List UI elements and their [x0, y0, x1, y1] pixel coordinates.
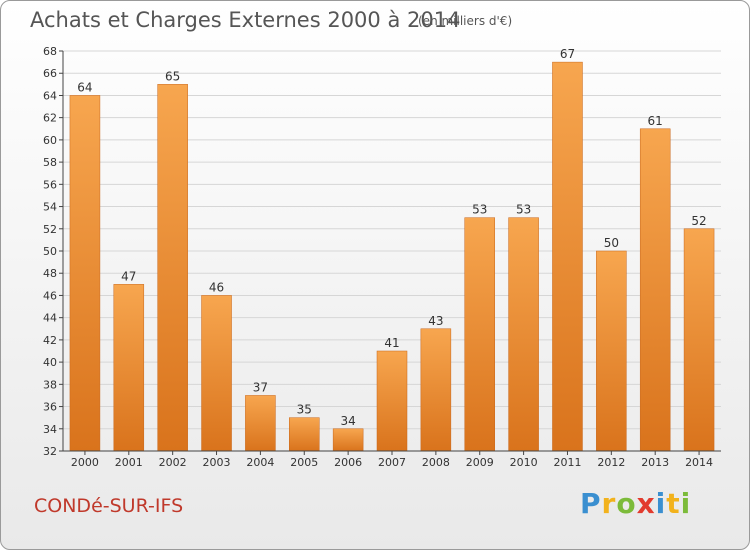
bar-value-label: 61 — [648, 114, 663, 128]
y-tick-label: 64 — [43, 89, 57, 102]
bar-value-label: 34 — [340, 414, 355, 428]
y-tick-label: 48 — [43, 267, 57, 280]
proxiti-logo[interactable]: Proxiti — [580, 487, 691, 520]
x-tick-label: 2000 — [71, 456, 99, 469]
bar-value-label: 47 — [121, 269, 136, 283]
bar-value-label: 50 — [604, 236, 619, 250]
bar — [245, 395, 276, 452]
logo-letter: P — [580, 487, 602, 520]
y-tick-label: 34 — [43, 423, 57, 436]
logo-letter: o — [616, 487, 637, 520]
bar-value-label: 43 — [428, 314, 443, 328]
bar-value-label: 52 — [691, 214, 706, 228]
bar — [508, 217, 539, 452]
y-tick-label: 40 — [43, 356, 57, 369]
bar — [69, 95, 101, 452]
bar — [157, 84, 188, 452]
y-tick-label: 38 — [43, 378, 57, 391]
bar-value-label: 67 — [560, 47, 575, 61]
y-tick-label: 56 — [43, 178, 57, 191]
y-tick-label: 58 — [43, 156, 57, 169]
bar — [376, 350, 408, 452]
bar-value-label: 64 — [77, 80, 92, 94]
bar-value-label: 65 — [165, 69, 180, 83]
logo-letter: r — [601, 487, 617, 520]
x-tick-label: 2003 — [203, 456, 231, 469]
bar — [332, 428, 364, 452]
y-tick-label: 42 — [43, 334, 57, 347]
y-tick-label: 32 — [43, 445, 57, 458]
y-tick-label: 52 — [43, 223, 57, 236]
x-tick-label: 2004 — [246, 456, 274, 469]
x-tick-label: 2006 — [334, 456, 362, 469]
y-tick-label: 46 — [43, 289, 57, 302]
x-tick-label: 2010 — [510, 456, 538, 469]
bar — [639, 128, 671, 452]
x-tick-label: 2001 — [115, 456, 143, 469]
x-tick-label: 2005 — [290, 456, 318, 469]
bar-value-label: 35 — [297, 403, 312, 417]
bar — [289, 417, 320, 452]
y-tick-label: 50 — [43, 245, 57, 258]
chart-title: Achats et Charges Externes 2000 à 2014 — [30, 8, 461, 32]
y-tick-label: 60 — [43, 134, 57, 147]
y-tick-label: 66 — [43, 67, 57, 80]
bar — [683, 228, 715, 452]
bar — [464, 217, 495, 452]
x-tick-label: 2007 — [378, 456, 406, 469]
y-tick-label: 36 — [43, 401, 57, 414]
x-tick-label: 2014 — [685, 456, 713, 469]
y-tick-label: 68 — [43, 45, 57, 58]
bar — [596, 250, 627, 452]
bar-value-label: 37 — [253, 380, 268, 394]
bar — [201, 295, 232, 452]
y-tick-label: 54 — [43, 201, 57, 214]
bar-value-label: 53 — [472, 203, 487, 217]
x-tick-label: 2013 — [641, 456, 669, 469]
x-tick-label: 2009 — [466, 456, 494, 469]
logo-letter: x — [636, 487, 656, 520]
y-tick-label: 62 — [43, 112, 57, 125]
x-tick-label: 2002 — [159, 456, 187, 469]
logo-letter: i — [680, 487, 692, 520]
bar — [113, 284, 145, 452]
bar-value-label: 41 — [384, 336, 399, 350]
logo-letter: i — [655, 487, 667, 520]
x-tick-label: 2011 — [553, 456, 581, 469]
bar-value-label: 46 — [209, 280, 224, 294]
y-tick-label: 44 — [43, 312, 57, 325]
commune-name: CONDé-SUR-IFS — [34, 495, 184, 517]
logo-letter: t — [666, 487, 681, 520]
x-tick-label: 2012 — [597, 456, 625, 469]
bar — [420, 328, 452, 452]
x-tick-label: 2008 — [422, 456, 450, 469]
bar — [552, 61, 583, 452]
chart-subtitle: (en milliers d'€) — [418, 14, 513, 28]
bar-value-label: 53 — [516, 203, 531, 217]
